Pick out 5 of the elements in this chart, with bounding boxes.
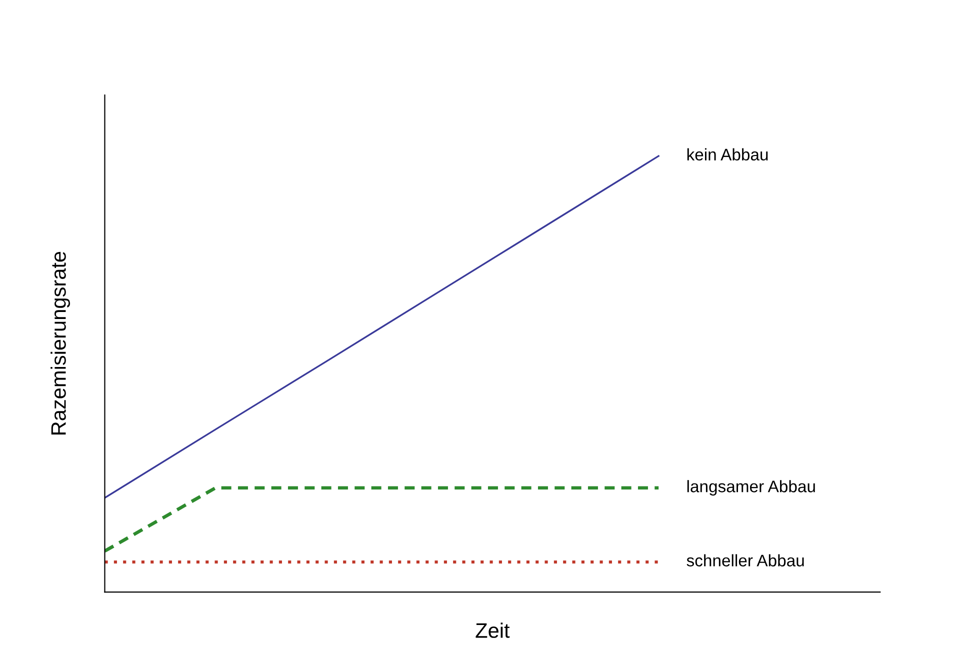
y-axis-title: Razemisierungsrate xyxy=(50,252,70,434)
x-axis-title: Zeit xyxy=(476,622,510,638)
series-label: schneller Abbau xyxy=(686,554,804,566)
series-label: langsamer Abbau xyxy=(687,480,815,496)
series-label: kein Abbau xyxy=(687,148,768,161)
